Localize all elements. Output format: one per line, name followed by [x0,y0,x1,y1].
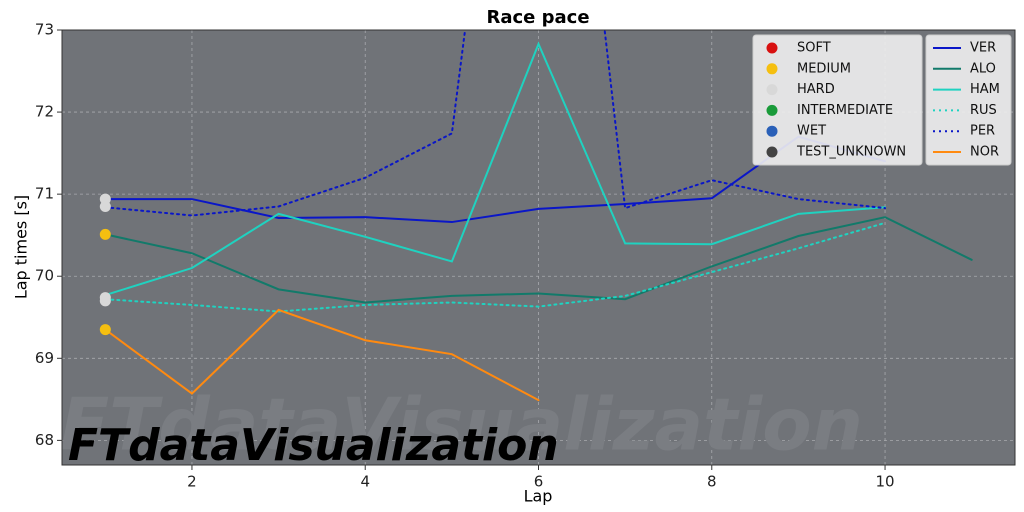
x-axis-label: Lap [524,487,553,506]
legend-marker [766,146,778,158]
series-line [104,41,887,297]
legend-label: ALO [970,61,996,76]
legend-marker [766,42,778,54]
legend-label: SOFT [797,41,831,56]
x-tick-label: 8 [707,473,717,491]
series-line [104,221,887,313]
y-tick-label: 72 [35,103,54,121]
legend-label: WET [797,124,826,139]
legend-label: NOR [970,145,999,160]
legend-label: HARD [797,82,835,97]
chart-title: Race pace [486,7,589,28]
y-axis-label: Lap times [s] [12,195,31,299]
legend-marker [766,104,778,116]
tyre-marker [99,200,111,212]
legend-label: TEST_UNKNOWN [796,145,906,160]
y-tick-label: 73 [35,21,54,39]
series-line [104,216,973,304]
legend-marker [766,63,778,75]
x-tick-label: 6 [534,473,544,491]
watermark: FTdataVisualization [68,420,559,471]
legend-label: MEDIUM [797,61,851,76]
legend-marker [766,84,778,96]
watermark-background: FTdataVisualization [60,383,863,467]
x-tick-label: 2 [187,473,197,491]
x-tick-label: 10 [875,473,894,491]
legend-label: RUS [970,103,997,118]
y-tick-label: 70 [35,267,54,285]
tyre-marker [99,324,111,336]
y-tick-label: 71 [35,185,54,203]
legend-drivers [925,34,1012,166]
y-tick-label: 69 [35,349,54,367]
series-line [104,308,540,402]
x-tick-label: 4 [360,473,370,491]
tyre-marker [99,295,111,307]
tyre-marker [99,228,111,240]
y-tick-label: 68 [35,431,54,449]
legend-label: INTERMEDIATE [797,103,893,118]
series-line [104,30,887,217]
legend-label: PER [970,124,995,139]
legend-label: HAM [970,82,1000,97]
legend-compounds [752,34,923,166]
legend-marker [766,125,778,137]
series-line [104,135,887,224]
legend-label: VER [970,41,996,56]
